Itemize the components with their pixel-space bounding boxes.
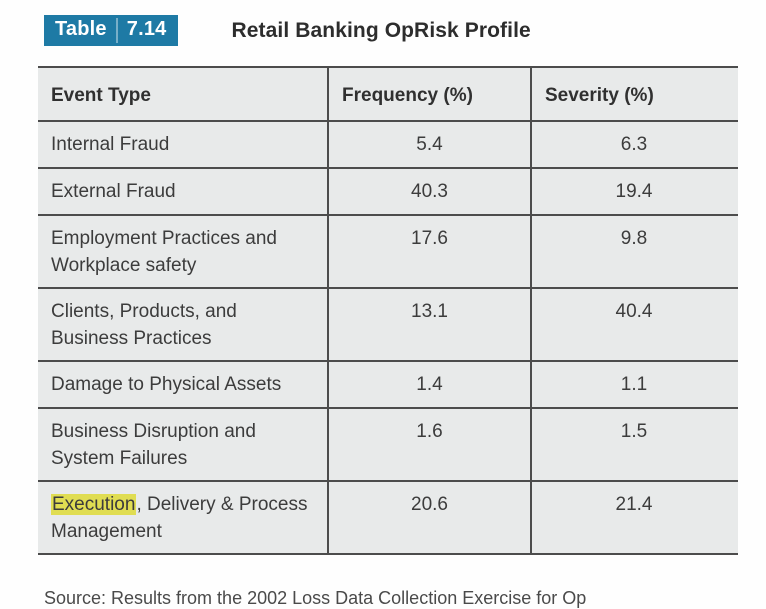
table-row: Execution, Delivery & Process Management… [38, 480, 738, 553]
frequency-cell: 20.6 [327, 482, 530, 553]
severity-cell: 6.3 [530, 122, 736, 167]
event-type-cell: Execution, Delivery & Process Management [38, 482, 327, 553]
event-type-cell: Damage to Physical Assets [38, 362, 327, 407]
column-header-severity: Severity (%) [530, 68, 736, 120]
frequency-cell: 40.3 [327, 169, 530, 214]
event-type-text: Damage to Physical Assets [51, 374, 282, 395]
frequency-cell: 1.6 [327, 409, 530, 480]
table-row: Employment Practices and Workplace safet… [38, 214, 738, 287]
event-type-text: External Fraud [51, 181, 176, 202]
frequency-cell: 13.1 [327, 289, 530, 360]
event-type-cell: Business Disruption and System Failures [38, 409, 327, 480]
table-row: Business Disruption and System Failures … [38, 407, 738, 480]
event-type-cell: External Fraud [38, 169, 327, 214]
event-type-text: Internal Fraud [51, 134, 170, 155]
severity-cell: 9.8 [530, 216, 736, 287]
table-caption: Table 7.14 Retail Banking OpRisk Profile [44, 15, 531, 46]
event-type-cell: Employment Practices and Workplace safet… [38, 216, 327, 287]
event-type-text: Employment Practices and Workplace safet… [51, 228, 277, 276]
event-type-text: Business Disruption and System Failures [51, 421, 256, 469]
table-body: Internal Fraud 5.4 6.3 External Fraud 40… [38, 120, 738, 553]
table-row: Damage to Physical Assets 1.4 1.1 [38, 360, 738, 407]
severity-cell: 1.5 [530, 409, 736, 480]
table-header-row: Event Type Frequency (%) Severity (%) [38, 66, 738, 120]
frequency-cell: 5.4 [327, 122, 530, 167]
table-row: Clients, Products, and Business Practice… [38, 287, 738, 360]
event-type-cell: Internal Fraud [38, 122, 327, 167]
severity-cell: 40.4 [530, 289, 736, 360]
table-badge-word: Table [55, 18, 107, 40]
event-type-text: Clients, Products, and Business Practice… [51, 301, 237, 349]
table-row: Internal Fraud 5.4 6.3 [38, 120, 738, 167]
event-type-text: , Delivery & Process Management [51, 494, 308, 542]
source-caption: Source: Results from the 2002 Loss Data … [44, 588, 587, 608]
severity-cell: 1.1 [530, 362, 736, 407]
severity-cell: 21.4 [530, 482, 736, 553]
column-header-event-type: Event Type [51, 85, 151, 106]
frequency-cell: 17.6 [327, 216, 530, 287]
column-header-frequency: Frequency (%) [327, 68, 530, 120]
highlighted-text: Execution [51, 494, 137, 515]
table-badge-number: 7.14 [115, 18, 178, 43]
table-number-badge: Table 7.14 [44, 15, 178, 46]
page-title: Retail Banking OpRisk Profile [231, 18, 531, 42]
severity-cell: 19.4 [530, 169, 736, 214]
table-row: External Fraud 40.3 19.4 [38, 167, 738, 214]
frequency-cell: 1.4 [327, 362, 530, 407]
event-type-cell: Clients, Products, and Business Practice… [38, 289, 327, 360]
oprisk-table: Event Type Frequency (%) Severity (%) In… [38, 66, 738, 555]
